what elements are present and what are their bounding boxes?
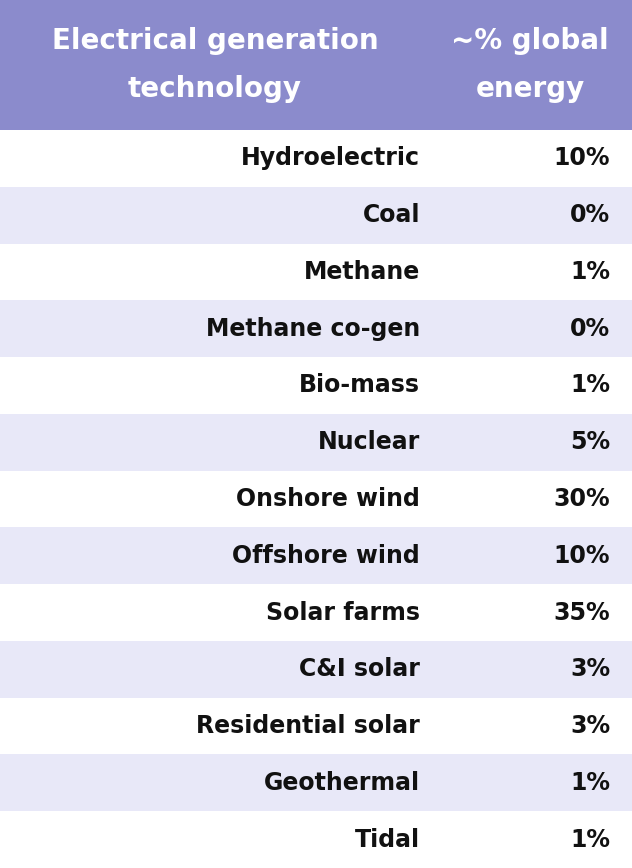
Bar (0, 187, 632, 244)
Text: Methane: Methane (304, 260, 420, 284)
Bar (0, 470, 632, 528)
Text: Coal: Coal (363, 203, 420, 227)
Text: Electrical generation: Electrical generation (52, 27, 379, 55)
Bar (0, 244, 632, 300)
Text: C&I solar: C&I solar (299, 657, 420, 681)
Bar (0, 698, 632, 754)
Bar (0, 414, 632, 470)
Text: Hydroelectric: Hydroelectric (241, 147, 420, 170)
Text: Nuclear: Nuclear (318, 431, 420, 454)
Bar (0, 0, 632, 130)
Text: 30%: 30% (554, 487, 610, 511)
Bar (0, 300, 632, 357)
Text: 0%: 0% (570, 203, 610, 227)
Text: Geothermal: Geothermal (264, 771, 420, 795)
Bar (0, 130, 632, 187)
Bar (0, 584, 632, 641)
Bar (0, 641, 632, 698)
Text: Solar farms: Solar farms (266, 601, 420, 625)
Text: technology: technology (128, 75, 302, 103)
Text: 1%: 1% (570, 771, 610, 795)
Text: Tidal: Tidal (355, 827, 420, 852)
Text: 10%: 10% (554, 543, 610, 568)
Bar (0, 357, 632, 414)
Bar (0, 754, 632, 812)
Text: 1%: 1% (570, 260, 610, 284)
Text: ~% global: ~% global (451, 27, 609, 55)
Text: 1%: 1% (570, 373, 610, 398)
Bar (0, 528, 632, 584)
Text: 3%: 3% (570, 714, 610, 738)
Text: 10%: 10% (554, 147, 610, 170)
Text: Methane co-gen: Methane co-gen (206, 317, 420, 341)
Text: 35%: 35% (554, 601, 610, 625)
Text: 1%: 1% (570, 827, 610, 852)
Text: Offshore wind: Offshore wind (232, 543, 420, 568)
Text: 3%: 3% (570, 657, 610, 681)
Text: Bio-mass: Bio-mass (299, 373, 420, 398)
Text: 0%: 0% (570, 317, 610, 341)
Text: 5%: 5% (570, 431, 610, 454)
Text: Residential solar: Residential solar (197, 714, 420, 738)
Bar (0, 812, 632, 868)
Text: Onshore wind: Onshore wind (236, 487, 420, 511)
Text: energy: energy (475, 75, 585, 103)
